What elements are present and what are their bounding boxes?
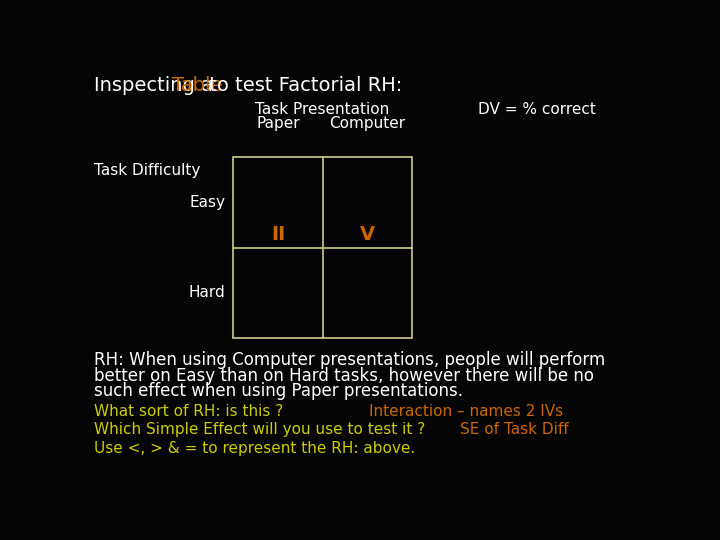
Text: Computer: Computer [329, 116, 405, 131]
Text: better on Easy than on Hard tasks, however there will be no: better on Easy than on Hard tasks, howev… [94, 367, 594, 384]
Text: RH: When using Computer presentations, people will perform: RH: When using Computer presentations, p… [94, 351, 605, 369]
Text: Easy: Easy [189, 195, 225, 210]
Text: What sort of RH: is this ?: What sort of RH: is this ? [94, 403, 283, 418]
Text: Use <, > & = to represent the RH: above.: Use <, > & = to represent the RH: above. [94, 441, 415, 456]
Text: V: V [359, 225, 374, 244]
Text: Inspecting a: Inspecting a [94, 76, 219, 94]
Text: Task Presentation: Task Presentation [256, 102, 390, 117]
Text: Hard: Hard [189, 286, 225, 300]
Text: to test Factorial RH:: to test Factorial RH: [203, 76, 402, 94]
Text: Paper: Paper [256, 116, 300, 131]
Text: Which Simple Effect will you use to test it ?: Which Simple Effect will you use to test… [94, 422, 425, 437]
Text: such effect when using Paper presentations.: such effect when using Paper presentatio… [94, 382, 463, 400]
Text: SE of Task Diff: SE of Task Diff [461, 422, 569, 437]
Bar [233, 157, 412, 338]
Text: Table: Table [173, 76, 223, 94]
Text: Interaction – names 2 IVs: Interaction – names 2 IVs [369, 403, 563, 418]
Text: DV = % correct: DV = % correct [477, 102, 595, 117]
Text: II: II [271, 225, 285, 244]
Text: Task Difficulty: Task Difficulty [94, 164, 200, 178]
